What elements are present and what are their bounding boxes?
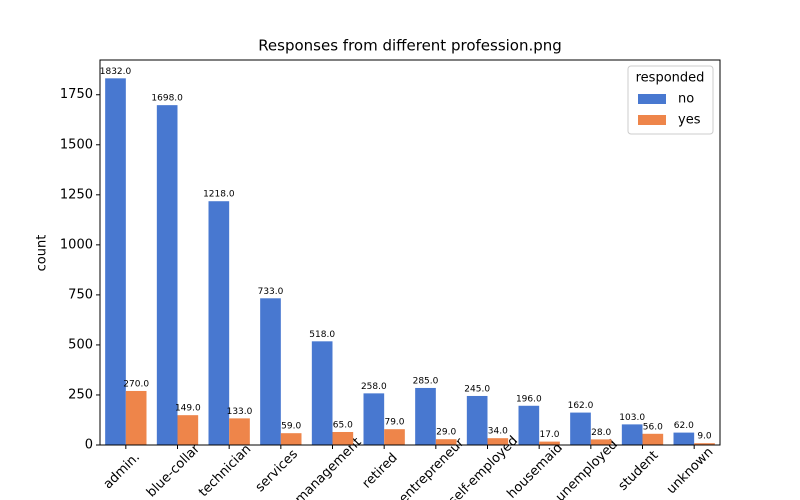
bar <box>260 298 281 445</box>
y-tick-label: 1500 <box>60 137 93 152</box>
x-tick-label: retired <box>360 450 401 491</box>
bar <box>156 105 178 446</box>
legend-label: no <box>678 92 694 107</box>
bar <box>280 433 302 445</box>
value-label: 17.0 <box>539 430 559 440</box>
value-label: 79.0 <box>384 418 404 428</box>
bar <box>415 387 436 445</box>
bar <box>642 433 664 445</box>
value-label: 1698.0 <box>151 94 183 104</box>
value-label: 34.0 <box>488 427 508 437</box>
value-label: 1832.0 <box>100 67 132 77</box>
value-label: 149.0 <box>175 404 201 414</box>
value-label: 9.0 <box>697 432 712 442</box>
y-tick-label: 0 <box>85 438 93 453</box>
y-tick-label: 1000 <box>60 237 93 252</box>
bar <box>229 418 250 445</box>
x-tick-label: unknown <box>664 445 716 497</box>
value-label: 733.0 <box>258 287 284 297</box>
bar <box>177 415 199 445</box>
value-label: 28.0 <box>591 428 611 438</box>
value-label: 518.0 <box>309 330 335 340</box>
bar <box>539 441 560 445</box>
value-label: 65.0 <box>333 420 353 430</box>
bar <box>570 412 591 445</box>
value-label: 258.0 <box>361 382 387 392</box>
value-label: 285.0 <box>413 376 439 386</box>
value-label: 270.0 <box>123 379 149 389</box>
bar <box>518 405 540 445</box>
x-tick-label: services <box>253 447 301 495</box>
x-tick-label: unemployed <box>553 437 621 500</box>
bar <box>105 78 126 445</box>
bar <box>487 438 509 445</box>
y-tick-label: 1250 <box>60 187 93 202</box>
value-label: 29.0 <box>436 428 456 438</box>
bar <box>673 432 695 445</box>
value-label: 196.0 <box>516 394 542 404</box>
y-tick-label: 500 <box>68 337 93 352</box>
bar <box>125 390 147 445</box>
legend-label: yes <box>678 113 701 128</box>
value-label: 133.0 <box>227 407 253 417</box>
bar <box>466 395 488 445</box>
y-tick-label: 750 <box>68 287 93 302</box>
chart-title: Responses from different profession.png <box>258 37 562 55</box>
bar <box>311 341 333 445</box>
axes-frame <box>99 59 721 446</box>
bar <box>694 443 715 445</box>
value-label: 1218.0 <box>203 190 235 200</box>
bar <box>208 201 230 445</box>
bar <box>621 424 643 445</box>
legend-swatch <box>638 94 666 104</box>
bar <box>590 439 612 445</box>
value-label: 162.0 <box>568 401 594 411</box>
value-label: 59.0 <box>281 422 301 432</box>
value-label: 103.0 <box>619 413 645 423</box>
x-tick-label: student <box>616 448 662 494</box>
value-label: 245.0 <box>464 384 490 394</box>
y-axis-label: count <box>35 235 50 272</box>
x-tick-label: blue-collar <box>144 441 203 500</box>
bar <box>332 431 354 445</box>
legend-swatch <box>638 115 666 125</box>
bar <box>384 429 405 445</box>
value-label: 62.0 <box>674 421 694 431</box>
x-tick-label: technician <box>196 442 254 500</box>
bar <box>435 439 457 445</box>
legend-title: responded <box>636 71 705 86</box>
x-tick-label: admin. <box>101 450 143 492</box>
y-tick-label: 1750 <box>60 87 93 102</box>
bar <box>363 393 385 445</box>
value-label: 56.0 <box>643 422 663 432</box>
y-tick-label: 250 <box>68 387 93 402</box>
